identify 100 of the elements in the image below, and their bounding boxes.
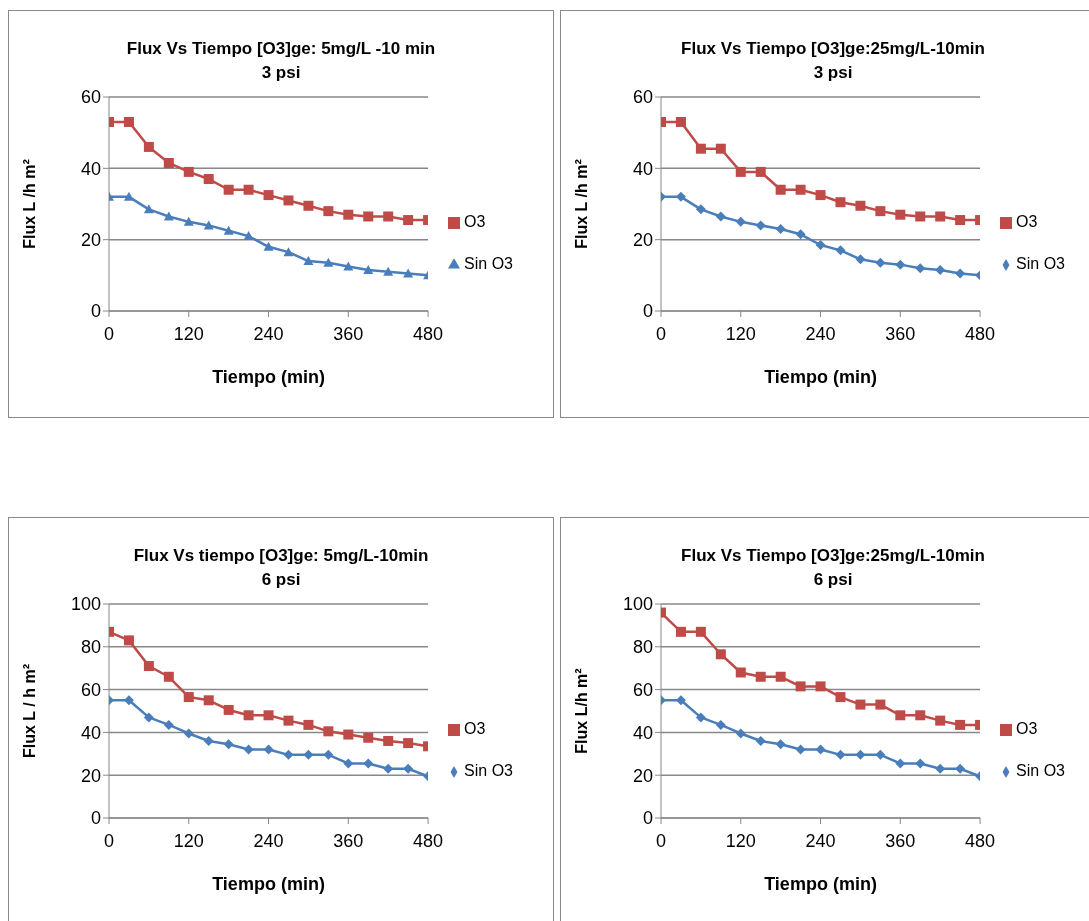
chart-title: Flux Vs Tiempo [O3]ge:25mg/L-10min xyxy=(680,545,986,567)
point xyxy=(363,732,374,743)
point xyxy=(755,220,766,231)
y-tick-label: 40 xyxy=(632,722,653,743)
point xyxy=(935,763,946,774)
point xyxy=(383,266,394,276)
point xyxy=(915,263,926,274)
legend-label: Sin O3 xyxy=(1016,762,1065,779)
chart-subtitle: 3 psi xyxy=(260,62,302,84)
point xyxy=(243,744,254,755)
point xyxy=(835,749,846,760)
point xyxy=(283,715,294,726)
point xyxy=(835,245,846,256)
point xyxy=(775,739,786,750)
legend-label: Sin O3 xyxy=(464,762,513,779)
point xyxy=(123,191,134,201)
x-tick-label: 240 xyxy=(253,323,284,344)
chart-title: Flux Vs Tiempo [O3]ge:25mg/L-10min xyxy=(680,38,986,60)
y-axis-title: Flux L / h m² xyxy=(20,664,38,758)
point xyxy=(835,692,846,703)
y-tick-label: 100 xyxy=(70,594,101,615)
legend-label: O3 xyxy=(1016,720,1038,737)
point xyxy=(715,211,726,222)
point xyxy=(183,728,194,739)
point xyxy=(383,211,394,222)
y-tick-label: 0 xyxy=(642,301,653,322)
point xyxy=(835,197,846,208)
chart-subtitle: 6 psi xyxy=(812,569,854,591)
x-axis-title: Tiempo (min) xyxy=(764,367,877,387)
point xyxy=(383,735,394,746)
point xyxy=(895,710,906,721)
x-tick-label: 480 xyxy=(965,830,996,851)
y-tick-label: 0 xyxy=(90,301,101,322)
point xyxy=(143,712,154,723)
y-axis-title: Flux L /h m² xyxy=(572,159,590,249)
y-tick-label: 20 xyxy=(632,765,653,786)
x-tick-label: 240 xyxy=(805,830,836,851)
x-tick-label: 240 xyxy=(805,323,836,344)
y-tick-label: 0 xyxy=(90,808,101,829)
point xyxy=(895,209,906,220)
point xyxy=(795,184,806,195)
point xyxy=(283,247,294,257)
y-axis-title: Flux L/h m² xyxy=(572,668,590,754)
point xyxy=(223,739,234,750)
x-tick-label: 360 xyxy=(333,323,364,344)
x-tick-label: 240 xyxy=(253,830,284,851)
y-tick-label: 80 xyxy=(632,637,653,658)
point xyxy=(895,758,906,769)
chart-subtitle: 6 psi xyxy=(260,569,302,591)
point xyxy=(735,667,746,678)
x-tick-label: 120 xyxy=(173,323,204,344)
point xyxy=(203,695,214,706)
point xyxy=(223,704,234,715)
point xyxy=(263,241,274,251)
y-tick-label: 40 xyxy=(632,158,653,179)
point xyxy=(323,749,334,760)
x-tick-label: 0 xyxy=(103,830,115,851)
point xyxy=(203,220,214,230)
point xyxy=(855,699,866,710)
point xyxy=(735,728,746,739)
point xyxy=(403,763,414,774)
y-tick-label: 20 xyxy=(80,230,101,251)
point xyxy=(935,264,946,275)
x-axis-title: Tiempo (min) xyxy=(212,367,325,387)
point xyxy=(363,758,374,769)
point xyxy=(875,206,886,217)
y-tick-label: 0 xyxy=(642,808,653,829)
point xyxy=(695,712,706,723)
point xyxy=(203,735,214,746)
point xyxy=(755,735,766,746)
point xyxy=(403,215,414,226)
point xyxy=(715,719,726,730)
legend-label: O3 xyxy=(464,720,486,737)
point xyxy=(243,710,254,721)
chart-title: Flux Vs tiempo [O3]ge: 5mg/L-10min xyxy=(132,545,430,567)
point xyxy=(183,692,194,703)
point xyxy=(183,166,194,177)
point xyxy=(955,215,966,226)
point xyxy=(163,719,174,730)
point xyxy=(775,184,786,195)
y-tick-label: 60 xyxy=(80,87,101,108)
y-axis-title: Flux L /h m² xyxy=(20,159,38,249)
point xyxy=(775,223,786,234)
point xyxy=(203,174,214,185)
y-tick-label: 100 xyxy=(622,594,653,615)
point xyxy=(895,259,906,270)
point xyxy=(223,184,234,195)
x-tick-label: 360 xyxy=(333,830,364,851)
point xyxy=(775,671,786,682)
point xyxy=(323,257,334,267)
point xyxy=(403,738,414,749)
point xyxy=(303,200,314,211)
point xyxy=(403,268,414,278)
point xyxy=(243,231,254,241)
x-tick-label: 360 xyxy=(885,830,916,851)
point xyxy=(955,763,966,774)
point xyxy=(735,216,746,227)
point xyxy=(123,635,134,646)
point xyxy=(755,671,766,682)
legend-label: Sin O3 xyxy=(1016,255,1065,272)
